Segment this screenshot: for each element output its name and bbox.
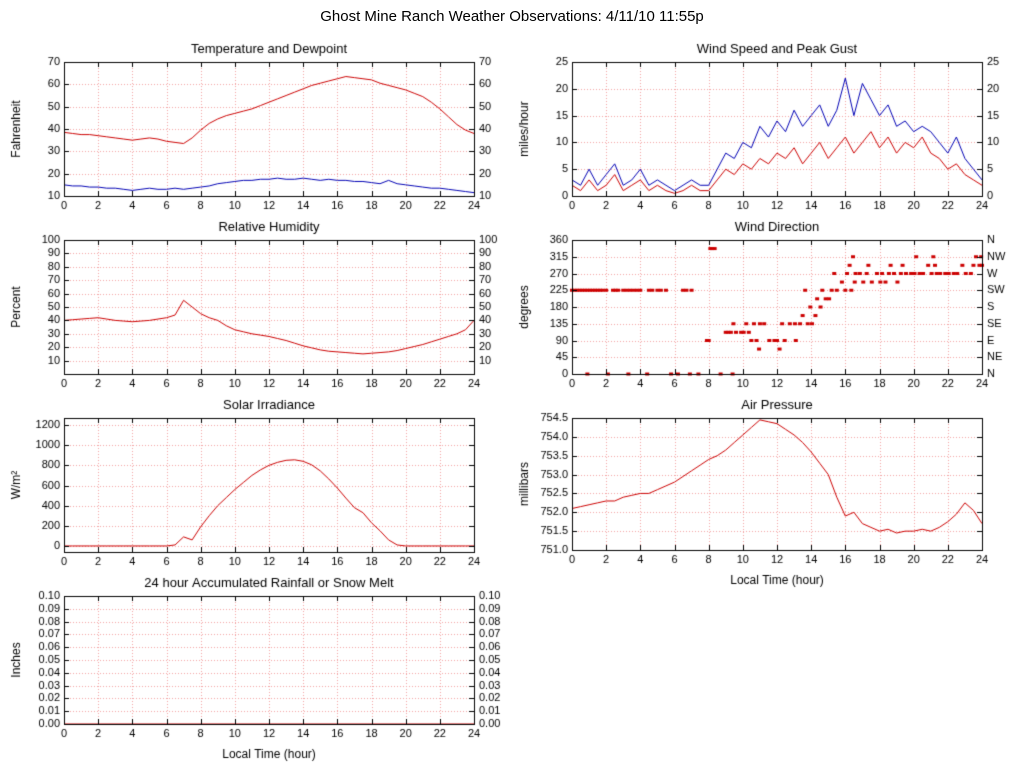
chart-relative-humidity — [8, 216, 508, 394]
chart-rainfall-snowmelt — [8, 572, 508, 764]
chart-wind-speed-peak-gust — [516, 38, 1016, 216]
chart-air-pressure — [516, 394, 1016, 590]
chart-wind-direction — [516, 216, 1016, 394]
chart-temperature-dewpoint — [8, 38, 508, 216]
page-title: Ghost Mine Ranch Weather Observations: 4… — [320, 8, 704, 25]
chart-solar-irradiance — [8, 394, 508, 572]
